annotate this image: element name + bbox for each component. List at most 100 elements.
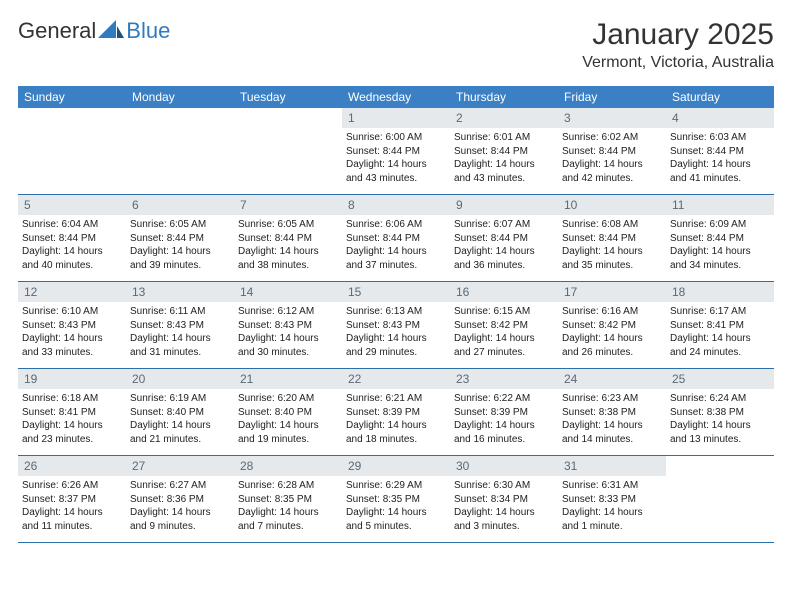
sunrise-text: Sunrise: 6:15 AM xyxy=(454,305,554,319)
sunrise-text: Sunrise: 6:22 AM xyxy=(454,392,554,406)
day-number: 16 xyxy=(450,282,558,302)
daylight-text: Daylight: 14 hours and 29 minutes. xyxy=(346,332,446,359)
day-cell: 8Sunrise: 6:06 AMSunset: 8:44 PMDaylight… xyxy=(342,195,450,281)
day-cell xyxy=(126,108,234,194)
sunset-text: Sunset: 8:38 PM xyxy=(670,406,770,420)
sunset-text: Sunset: 8:44 PM xyxy=(454,232,554,246)
daylight-text: Daylight: 14 hours and 38 minutes. xyxy=(238,245,338,272)
day-number: 12 xyxy=(18,282,126,302)
day-cell: 3Sunrise: 6:02 AMSunset: 8:44 PMDaylight… xyxy=(558,108,666,194)
sunrise-text: Sunrise: 6:27 AM xyxy=(130,479,230,493)
day-cell: 25 Sunrise: 6:24 AMSunset: 8:38 PMDayligh… xyxy=(666,369,774,455)
day-number: 29 xyxy=(342,456,450,476)
daylight-text: Daylight: 14 hours and 43 minutes. xyxy=(454,158,554,185)
daylight-text: Daylight: 14 hours and 3 minutes. xyxy=(454,506,554,533)
day-cell: 18Sunrise: 6:17 AMSunset: 8:41 PMDayligh… xyxy=(666,282,774,368)
sunrise-text: Sunrise: 6:24 AM xyxy=(670,392,770,406)
day-header: Thursday xyxy=(450,86,558,108)
daylight-text: Daylight: 14 hours and 9 minutes. xyxy=(130,506,230,533)
day-number: 23 xyxy=(450,369,558,389)
location: Vermont, Victoria, Australia xyxy=(582,54,774,72)
daylight-text: Daylight: 14 hours and 26 minutes. xyxy=(562,332,662,359)
logo-blue: Blue xyxy=(126,18,170,44)
sunset-text: Sunset: 8:36 PM xyxy=(130,493,230,507)
sunrise-text: Sunrise: 6:19 AM xyxy=(130,392,230,406)
daylight-text: Daylight: 14 hours and 31 minutes. xyxy=(130,332,230,359)
sunrise-text: Sunrise: 6:21 AM xyxy=(346,392,446,406)
daylight-text: Daylight: 14 hours and 13 minutes. xyxy=(670,419,770,446)
daylight-text: Daylight: 14 hours and 18 minutes. xyxy=(346,419,446,446)
day-number: 14 xyxy=(234,282,342,302)
day-number: 8 xyxy=(342,195,450,215)
sunset-text: Sunset: 8:35 PM xyxy=(238,493,338,507)
day-number: 13 xyxy=(126,282,234,302)
day-cell: 20Sunrise: 6:19 AMSunset: 8:40 PMDayligh… xyxy=(126,369,234,455)
day-cell: 6Sunrise: 6:05 AMSunset: 8:44 PMDaylight… xyxy=(126,195,234,281)
daylight-text: Daylight: 14 hours and 16 minutes. xyxy=(454,419,554,446)
sunset-text: Sunset: 8:42 PM xyxy=(562,319,662,333)
sunset-text: Sunset: 8:44 PM xyxy=(22,232,122,246)
day-number: 26 xyxy=(18,456,126,476)
title-block: January 2025 Vermont, Victoria, Australi… xyxy=(582,18,774,72)
sunset-text: Sunset: 8:39 PM xyxy=(346,406,446,420)
day-cell: 28Sunrise: 6:28 AMSunset: 8:35 PMDayligh… xyxy=(234,456,342,542)
sunrise-text: Sunrise: 6:05 AM xyxy=(238,218,338,232)
day-cell: 15Sunrise: 6:13 AMSunset: 8:43 PMDayligh… xyxy=(342,282,450,368)
day-number: 25 xyxy=(666,369,774,389)
day-number: 7 xyxy=(234,195,342,215)
daylight-text: Daylight: 14 hours and 37 minutes. xyxy=(346,245,446,272)
sunset-text: Sunset: 8:43 PM xyxy=(346,319,446,333)
day-number: 4 xyxy=(666,108,774,128)
sunset-text: Sunset: 8:43 PM xyxy=(22,319,122,333)
sunset-text: Sunset: 8:39 PM xyxy=(454,406,554,420)
day-number: 18 xyxy=(666,282,774,302)
daylight-text: Daylight: 14 hours and 33 minutes. xyxy=(22,332,122,359)
day-cell: 13Sunrise: 6:11 AMSunset: 8:43 PMDayligh… xyxy=(126,282,234,368)
daylight-text: Daylight: 14 hours and 39 minutes. xyxy=(130,245,230,272)
sunset-text: Sunset: 8:44 PM xyxy=(346,145,446,159)
sunset-text: Sunset: 8:40 PM xyxy=(130,406,230,420)
sunset-text: Sunset: 8:44 PM xyxy=(130,232,230,246)
daylight-text: Daylight: 14 hours and 5 minutes. xyxy=(346,506,446,533)
day-cell: 16Sunrise: 6:15 AMSunset: 8:42 PMDayligh… xyxy=(450,282,558,368)
day-number: 11 xyxy=(666,195,774,215)
day-cell: 9Sunrise: 6:07 AMSunset: 8:44 PMDaylight… xyxy=(450,195,558,281)
daylight-text: Daylight: 14 hours and 35 minutes. xyxy=(562,245,662,272)
daylight-text: Daylight: 14 hours and 30 minutes. xyxy=(238,332,338,359)
daylight-text: Daylight: 14 hours and 1 minute. xyxy=(562,506,662,533)
sunset-text: Sunset: 8:44 PM xyxy=(562,232,662,246)
day-number: 31 xyxy=(558,456,666,476)
weeks-container: 1Sunrise: 6:00 AMSunset: 8:44 PMDaylight… xyxy=(18,108,774,543)
sunrise-text: Sunrise: 6:12 AM xyxy=(238,305,338,319)
sunrise-text: Sunrise: 6:08 AM xyxy=(562,218,662,232)
sunrise-text: Sunrise: 6:18 AM xyxy=(22,392,122,406)
daylight-text: Daylight: 14 hours and 24 minutes. xyxy=(670,332,770,359)
day-cell: 22 Sunrise: 6:21 AMSunset: 8:39 PMDayligh… xyxy=(342,369,450,455)
day-number: 19 xyxy=(18,369,126,389)
sunrise-text: Sunrise: 6:07 AM xyxy=(454,218,554,232)
sunset-text: Sunset: 8:41 PM xyxy=(670,319,770,333)
daylight-text: Daylight: 14 hours and 14 minutes. xyxy=(562,419,662,446)
daylight-text: Daylight: 14 hours and 27 minutes. xyxy=(454,332,554,359)
sunrise-text: Sunrise: 6:31 AM xyxy=(562,479,662,493)
day-number: 22 xyxy=(342,369,450,389)
daylight-text: Daylight: 14 hours and 21 minutes. xyxy=(130,419,230,446)
sunrise-text: Sunrise: 6:04 AM xyxy=(22,218,122,232)
sunrise-text: Sunrise: 6:20 AM xyxy=(238,392,338,406)
day-number: 24 xyxy=(558,369,666,389)
day-number: 17 xyxy=(558,282,666,302)
daylight-text: Daylight: 14 hours and 36 minutes. xyxy=(454,245,554,272)
day-number: 10 xyxy=(558,195,666,215)
sunrise-text: Sunrise: 6:30 AM xyxy=(454,479,554,493)
logo: General Blue xyxy=(18,18,170,44)
sunrise-text: Sunrise: 6:01 AM xyxy=(454,131,554,145)
logo-general: General xyxy=(18,18,96,44)
day-cell: 14Sunrise: 6:12 AMSunset: 8:43 PMDayligh… xyxy=(234,282,342,368)
day-cell: 11Sunrise: 6:09 AMSunset: 8:44 PMDayligh… xyxy=(666,195,774,281)
day-number: 28 xyxy=(234,456,342,476)
sunset-text: Sunset: 8:37 PM xyxy=(22,493,122,507)
sunrise-text: Sunrise: 6:28 AM xyxy=(238,479,338,493)
sunset-text: Sunset: 8:41 PM xyxy=(22,406,122,420)
sunrise-text: Sunrise: 6:09 AM xyxy=(670,218,770,232)
daylight-text: Daylight: 14 hours and 34 minutes. xyxy=(670,245,770,272)
